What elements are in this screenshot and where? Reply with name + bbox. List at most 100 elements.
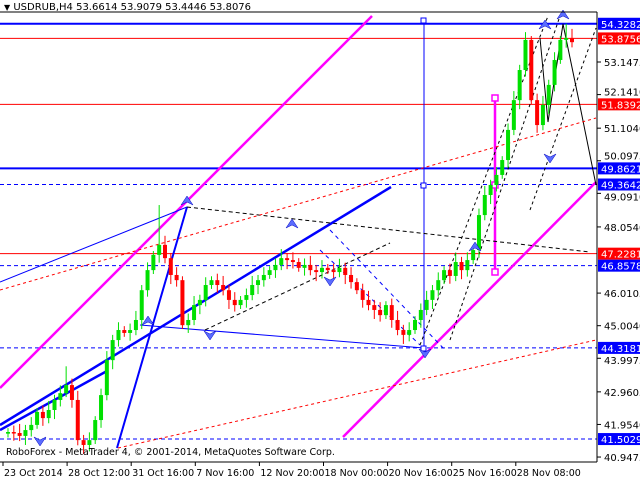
- candle[interactable]: [29, 417, 34, 437]
- candle[interactable]: [407, 322, 412, 342]
- candle[interactable]: [424, 290, 429, 316]
- candle[interactable]: [308, 255, 313, 276]
- black-dashed-channel[interactable]: [529, 27, 597, 211]
- candle[interactable]: [250, 275, 255, 301]
- candle[interactable]: [81, 434, 86, 455]
- candle[interactable]: [87, 432, 92, 452]
- candle[interactable]: [40, 405, 45, 426]
- triangle-down-icon[interactable]: ▼: [4, 3, 11, 12]
- candle[interactable]: [23, 424, 28, 445]
- candle[interactable]: [180, 276, 185, 330]
- candle[interactable]: [552, 52, 557, 92]
- blue-trendline-thin-2[interactable]: [139, 324, 425, 349]
- pink-trendline-lower[interactable]: [342, 181, 597, 438]
- candle[interactable]: [203, 277, 208, 307]
- blue-trendline-thin[interactable]: [0, 206, 188, 283]
- candle[interactable]: [145, 262, 150, 297]
- candle[interactable]: [6, 428, 10, 438]
- candle[interactable]: [378, 302, 383, 322]
- candle[interactable]: [267, 266, 272, 279]
- candle[interactable]: [11, 425, 16, 441]
- black-dashed-channel[interactable]: [449, 15, 561, 341]
- candle[interactable]: [285, 252, 290, 270]
- candle[interactable]: [238, 296, 243, 309]
- candle[interactable]: [192, 296, 197, 326]
- candle[interactable]: [133, 310, 138, 336]
- candle[interactable]: [418, 303, 423, 328]
- candle[interactable]: [168, 252, 173, 285]
- candle[interactable]: [58, 385, 63, 407]
- candle[interactable]: [110, 334, 115, 370]
- candle[interactable]: [360, 283, 365, 308]
- candle[interactable]: [349, 267, 354, 289]
- candle[interactable]: [69, 378, 74, 408]
- candle[interactable]: [465, 252, 470, 277]
- candle[interactable]: [116, 322, 121, 347]
- candle[interactable]: [215, 273, 220, 293]
- candle[interactable]: [413, 316, 418, 334]
- candle[interactable]: [517, 64, 522, 110]
- candle[interactable]: [93, 416, 98, 445]
- candle[interactable]: [447, 263, 452, 284]
- candle[interactable]: [226, 285, 231, 309]
- black-dashed-line[interactable]: [204, 242, 391, 331]
- candle[interactable]: [174, 267, 179, 287]
- candle[interactable]: [511, 91, 516, 136]
- blue-zigzag[interactable]: [116, 206, 188, 449]
- candle[interactable]: [453, 252, 458, 282]
- candle[interactable]: [296, 258, 301, 272]
- blue-dashed-channel[interactable]: [329, 229, 446, 351]
- candle[interactable]: [157, 205, 162, 263]
- candle[interactable]: [75, 390, 80, 446]
- candle[interactable]: [389, 298, 394, 328]
- candle[interactable]: [325, 263, 330, 275]
- candle[interactable]: [337, 258, 342, 278]
- candle[interactable]: [128, 323, 133, 341]
- candle[interactable]: [139, 285, 144, 330]
- pink-marker-point[interactable]: [491, 268, 499, 276]
- candle[interactable]: [436, 272, 441, 297]
- candle[interactable]: [186, 313, 191, 333]
- candle[interactable]: [488, 179, 493, 205]
- red-dotted-line[interactable]: [0, 117, 597, 291]
- candle[interactable]: [442, 266, 447, 285]
- candle[interactable]: [209, 276, 214, 289]
- candle[interactable]: [244, 288, 249, 308]
- candle[interactable]: [558, 36, 563, 64]
- candle[interactable]: [494, 167, 499, 192]
- candle[interactable]: [570, 28, 574, 48]
- candle[interactable]: [162, 235, 167, 264]
- candle[interactable]: [366, 290, 371, 311]
- black-dashed-line[interactable]: [186, 206, 591, 253]
- candle[interactable]: [482, 185, 487, 221]
- candle[interactable]: [99, 388, 104, 428]
- candle[interactable]: [319, 260, 324, 279]
- candle[interactable]: [290, 252, 295, 269]
- candle[interactable]: [197, 294, 202, 315]
- candle[interactable]: [383, 301, 388, 320]
- black-dashed-channel[interactable]: [419, 15, 549, 346]
- candle[interactable]: [279, 249, 284, 271]
- candle[interactable]: [35, 408, 40, 429]
- candle[interactable]: [535, 93, 540, 133]
- candle[interactable]: [331, 263, 336, 280]
- time-axis[interactable]: 23 Oct 2014 28 Oct 12:00 31 Oct 16:00 7 Nov…: [2, 462, 581, 479]
- candle[interactable]: [122, 326, 127, 337]
- candle[interactable]: [46, 400, 51, 424]
- candle[interactable]: [221, 275, 226, 296]
- candle[interactable]: [232, 292, 237, 312]
- candle[interactable]: [343, 262, 348, 285]
- candle[interactable]: [104, 351, 109, 401]
- candle[interactable]: [256, 274, 261, 295]
- candle[interactable]: [354, 278, 359, 295]
- candle[interactable]: [395, 310, 400, 336]
- candle[interactable]: [273, 258, 278, 278]
- candle[interactable]: [64, 366, 69, 398]
- candle[interactable]: [151, 251, 156, 275]
- candle[interactable]: [314, 264, 319, 282]
- blue-marker-point[interactable]: [420, 17, 427, 24]
- candle[interactable]: [546, 79, 551, 115]
- candle[interactable]: [302, 258, 307, 276]
